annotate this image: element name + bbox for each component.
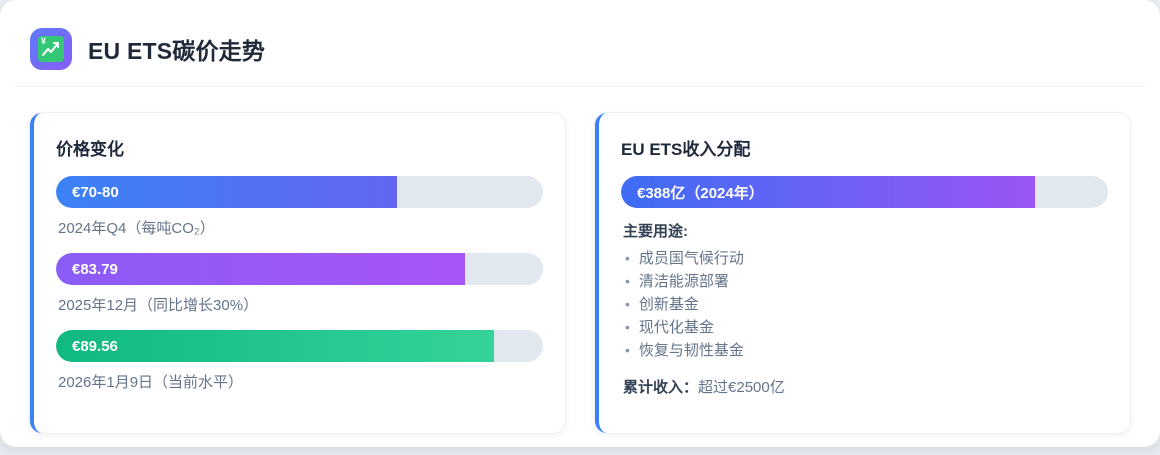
revenue-distribution-card: EU ETS收入分配 €388亿（2024年） 主要用途: • 成员国气候行动 … [595,113,1130,433]
list-item: • 恢复与韧性基金 [625,339,1108,362]
price-bar-2026-label: €89.56 [72,337,118,355]
revenue-bar: €388亿（2024年） [621,176,1108,208]
chart-increasing-with-yen-icon: ¥ [30,28,72,70]
bullet-icon: • [625,296,630,312]
price-bar-2024-caption: 2024年Q4（每吨CO₂） [58,220,215,237]
list-item: • 成员国气候行动 [625,247,1108,270]
total-revenue-value: 超过€2500亿 [698,379,785,396]
uses-heading: 主要用途: [623,223,688,240]
list-item-label: 成员国气候行动 [638,250,744,267]
revenue-bar-label: €388亿（2024年） [637,184,764,202]
price-bar-2024-label: €70-80 [72,183,119,201]
price-bar-2024: €70-80 [56,176,543,208]
page-title: EU ETS碳价走势 [88,38,266,64]
price-bar-2024-fill: €70-80 [56,176,397,208]
price-bar-2026: €89.56 [56,330,543,362]
trend-line-graphic [42,42,59,56]
panel-header: ¥ EU ETS碳价走势 [14,0,1146,87]
bullet-icon: • [625,273,630,289]
list-item-label: 创新基金 [638,296,699,313]
list-item: • 创新基金 [625,293,1108,316]
price-card-title: 价格变化 [56,140,124,159]
bullet-icon: • [625,250,630,266]
chart-line-glyph: ¥ [38,36,64,62]
cards-row: 价格变化 €70-80 2024年Q4（每吨CO₂） €83.79 2025年1… [0,87,1160,433]
price-bar-2025: €83.79 [56,253,543,285]
total-revenue-line: 累计收入：超过€2500亿 [623,376,1108,397]
total-revenue-label: 累计收入： [623,379,699,396]
list-item-label: 恢复与韧性基金 [638,342,744,359]
list-item-label: 清洁能源部署 [638,273,729,290]
bullet-icon: • [625,342,630,358]
price-bar-2025-caption: 2025年12月（同比增长30%） [58,297,259,314]
price-bar-2026-caption: 2026年1月9日（当前水平） [58,374,244,391]
revenue-bar-fill: €388亿（2024年） [621,176,1035,208]
list-item-label: 现代化基金 [638,319,714,336]
uses-list: • 成员国气候行动 • 清洁能源部署 • 创新基金 • 现代化基金 • 恢复 [625,247,1108,362]
bullet-icon: • [625,319,630,335]
revenue-card-title: EU ETS收入分配 [621,140,751,159]
list-item: • 现代化基金 [625,316,1108,339]
price-bar-2025-label: €83.79 [72,260,118,278]
list-item: • 清洁能源部署 [625,270,1108,293]
price-change-card: 价格变化 €70-80 2024年Q4（每吨CO₂） €83.79 2025年1… [30,113,565,433]
yen-glyph: ¥ [41,36,47,46]
price-bar-2025-fill: €83.79 [56,253,466,285]
price-bar-2026-fill: €89.56 [56,330,495,362]
